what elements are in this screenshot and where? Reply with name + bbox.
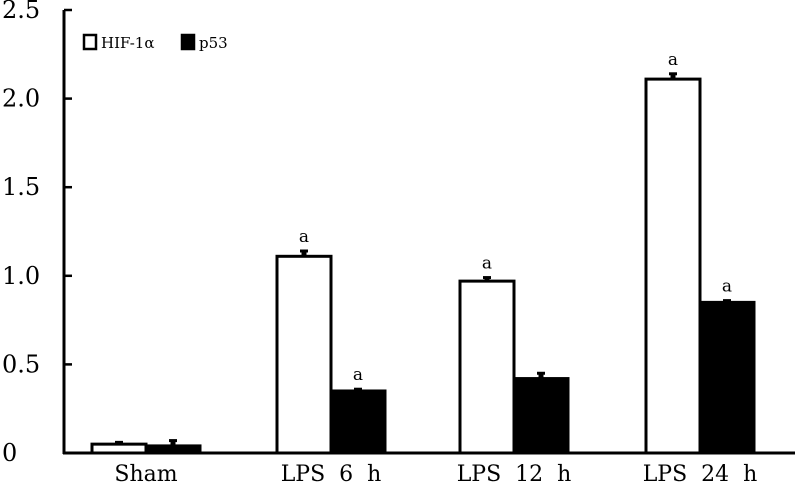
x-tick-label: LPS 24 h (643, 462, 758, 486)
significance-label: a (482, 254, 492, 274)
y-tick-label: 0 (2, 439, 17, 467)
y-tick-label: 2.0 (2, 85, 40, 113)
y-tick-label: 1.0 (2, 262, 40, 290)
bar-p53 (144, 444, 202, 455)
legend-label: p53 (199, 34, 228, 52)
y-tick-label: 1.5 (2, 173, 40, 201)
legend-swatch-p53 (180, 33, 196, 51)
bar-p53 (512, 377, 570, 455)
y-tick-label: 0.5 (2, 350, 40, 378)
significance-label: a (299, 227, 309, 247)
significance-label: a (668, 50, 678, 70)
bar-p53 (329, 389, 387, 455)
bar-hif1a (458, 279, 516, 455)
x-tick-label: LPS 6 h (281, 462, 382, 486)
x-tick-label: Sham (114, 462, 177, 486)
legend-label: HIF-1α (101, 34, 154, 52)
x-tick-label: LPS 12 h (457, 462, 572, 486)
legend: HIF-1α p53 (82, 33, 228, 52)
bar-hif1a (90, 442, 148, 455)
significance-label: a (353, 365, 363, 385)
bar-hif1a (644, 77, 702, 455)
legend-swatch-hif1a (82, 33, 98, 51)
significance-label: a (722, 277, 732, 297)
bar-hif1a (275, 254, 333, 455)
bar-p53 (698, 300, 756, 455)
y-tick-label: 2.5 (2, 0, 40, 24)
